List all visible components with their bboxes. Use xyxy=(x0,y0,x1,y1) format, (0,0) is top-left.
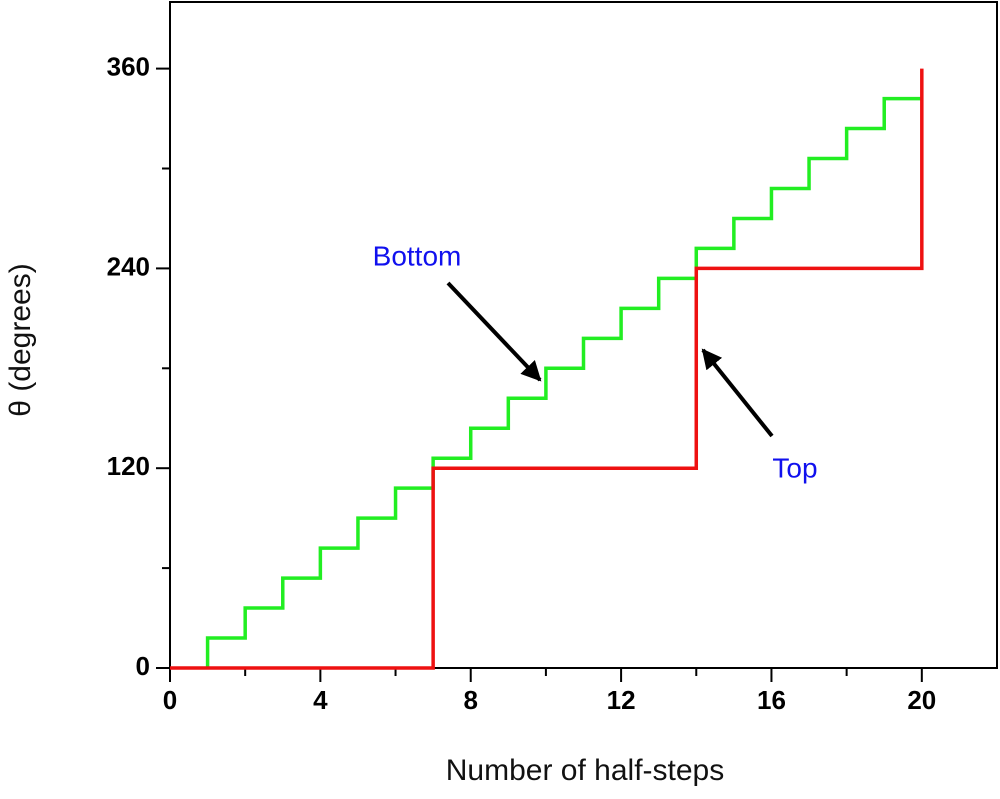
annotation-arrow xyxy=(446,281,542,382)
x-tick-label: 8 xyxy=(463,685,477,715)
y-tick-label: 120 xyxy=(107,451,150,481)
y-tick-label: 240 xyxy=(107,251,150,281)
x-axis-label: Number of half-steps xyxy=(446,754,724,787)
x-tick-label: 16 xyxy=(757,685,786,715)
annotation-arrow xyxy=(701,348,774,438)
annotation: Bottom xyxy=(373,240,462,271)
annotation: Top xyxy=(772,452,817,483)
x-tick-label: 4 xyxy=(313,685,328,715)
step-line xyxy=(170,68,924,670)
y-axis-label: θ (degrees) xyxy=(4,263,37,416)
x-tick-label: 0 xyxy=(163,685,177,715)
y-tick-label: 360 xyxy=(107,51,150,81)
x-tick-label: 20 xyxy=(907,685,936,715)
plot-frame xyxy=(169,1,998,669)
x-tick-label: 12 xyxy=(607,685,636,715)
y-tick-label: 0 xyxy=(136,651,150,681)
step-line xyxy=(205,96,922,668)
